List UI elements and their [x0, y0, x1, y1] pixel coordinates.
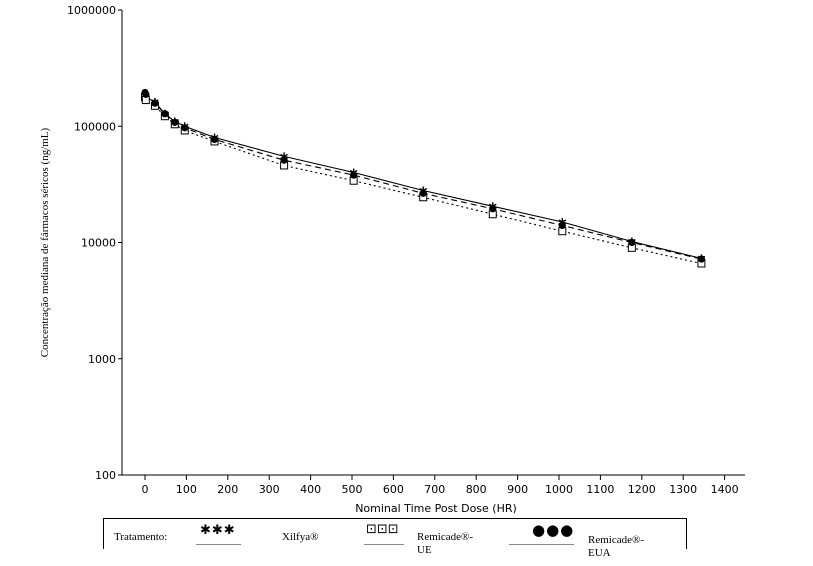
y-tick-label: 100000	[74, 120, 116, 133]
x-tick-label: 1100	[586, 483, 614, 496]
axes	[121, 10, 745, 476]
data-point	[210, 135, 219, 144]
y-tick-label: 1000	[88, 353, 116, 366]
series-circle	[141, 88, 706, 263]
x-tick-label: 900	[507, 483, 528, 496]
x-ticks: 0 100 200 300 400 500 600 700 800 900 1000 1100 1200…	[142, 475, 739, 496]
data-point	[628, 238, 636, 247]
legend-line-remicade-eua	[509, 544, 574, 545]
data-point	[161, 110, 169, 118]
legend-label-remicade-ue-line2: UE	[417, 544, 432, 556]
x-tick-label: 1400	[711, 483, 739, 496]
x-tick-label: 400	[300, 483, 321, 496]
x-tick-label: 0	[142, 483, 149, 496]
legend-label-remicade-ue: Remicade®- UE	[417, 531, 473, 557]
x-tick-label: 100	[176, 483, 197, 496]
x-tick-label: 600	[383, 483, 404, 496]
x-tick-label: 700	[424, 483, 445, 496]
data-point	[280, 156, 288, 164]
legend-label-remicade-ue-line1: Remicade®-	[417, 531, 473, 543]
legend-line-xilfya	[196, 544, 241, 545]
legend-title: Tratamento:	[114, 531, 168, 543]
series-line	[144, 94, 702, 259]
x-tick-label: 1200	[628, 483, 656, 496]
data-point	[151, 99, 159, 107]
legend-label-remicade-eua-line2: EUA	[588, 547, 611, 559]
circle-marker-icon: ●●●	[532, 521, 575, 539]
x-tick-label: 300	[259, 483, 280, 496]
series-layer	[141, 88, 706, 268]
star-marker-icon: ✱✱✱	[200, 523, 236, 538]
x-tick-label: 1300	[669, 483, 697, 496]
legend: Tratamento: ✱✱✱ Xilfya® ⊡⊡⊡ Remicade®- U…	[103, 518, 687, 559]
data-point	[181, 124, 189, 132]
legend-label-xilfya: Xilfya®	[282, 531, 319, 543]
x-axis-title: Nominal Time Post Dose (HR)	[355, 502, 517, 515]
data-point	[419, 189, 427, 197]
y-axis-title: Concentração mediana de fármacos séricos…	[39, 127, 51, 357]
x-tick-label: 500	[342, 483, 363, 496]
data-point	[171, 118, 179, 126]
series-line	[144, 92, 702, 260]
data-point	[558, 221, 566, 230]
y-tick-label: 1000000	[67, 4, 116, 17]
y-ticks: 100 1000 10000 100000 1000000	[67, 4, 122, 482]
legend-line-remicade-ue	[364, 544, 404, 545]
data-point	[489, 205, 497, 213]
x-tick-label: 800	[466, 483, 487, 496]
legend-label-remicade-eua: Remicade®- EUA	[588, 534, 644, 560]
data-point	[350, 171, 358, 179]
y-tick-label: 100	[95, 469, 116, 482]
series-square	[141, 93, 706, 268]
square-marker-icon: ⊡⊡⊡	[366, 522, 399, 537]
data-point	[142, 90, 150, 98]
legend-label-remicade-eua-line1: Remicade®-	[588, 534, 644, 546]
x-tick-label: 200	[217, 483, 238, 496]
x-tick-label: 1000	[545, 483, 573, 496]
data-point	[697, 255, 706, 263]
y-tick-label: 10000	[81, 237, 116, 250]
series-star	[141, 91, 706, 263]
